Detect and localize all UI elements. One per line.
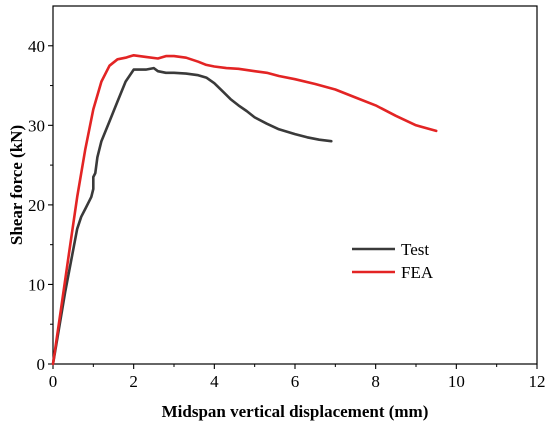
y-tick-label-40: 40 [28, 37, 45, 56]
x-tick-label-0: 0 [49, 372, 58, 391]
y-tick-label-0: 0 [37, 355, 46, 374]
x-tick-label-2: 2 [129, 372, 138, 391]
y-tick-label-10: 10 [28, 275, 45, 294]
series-line-test [51, 66, 333, 366]
x-axis-title: Midspan vertical displacement (mm) [162, 402, 429, 421]
x-tick-label-4: 4 [210, 372, 219, 391]
tick-labels: 0 2 4 6 8 10 12 0 10 20 30 40 [28, 37, 546, 391]
plot-frame [52, 5, 538, 365]
x-tick-label-12: 12 [529, 372, 546, 391]
x-tick-label-10: 10 [448, 372, 465, 391]
series-lines [51, 53, 438, 366]
series-line-fea [51, 53, 438, 366]
legend-label-test: Test [401, 240, 429, 259]
x-tick-label-8: 8 [371, 372, 380, 391]
x-tick-label-6: 6 [291, 372, 300, 391]
y-tick-label-20: 20 [28, 196, 45, 215]
legend-label-fea: FEA [401, 263, 434, 282]
y-axis-title: Shear force (kN) [7, 125, 26, 245]
y-tick-label-30: 30 [28, 116, 45, 135]
legend: Test FEA [352, 240, 434, 282]
